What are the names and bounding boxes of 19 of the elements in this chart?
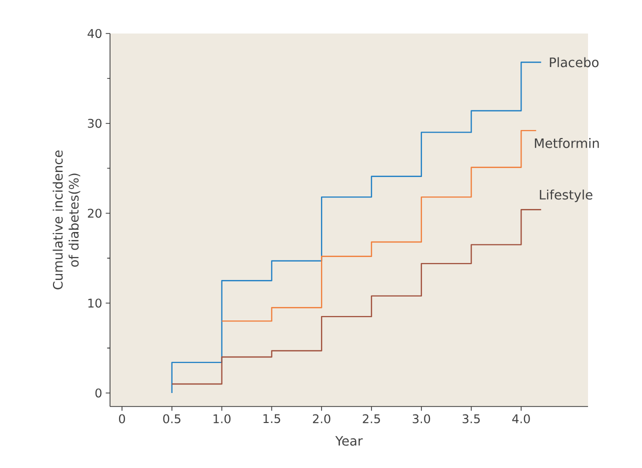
x-tick-label: 1.5 — [264, 414, 280, 424]
series-label: Metformin — [534, 138, 599, 148]
y-tick-label: 30 — [88, 118, 102, 128]
y-tick-label: 0 — [95, 388, 102, 398]
x-tick-label: 4.0 — [512, 414, 530, 424]
series-label: Placebo — [550, 57, 599, 68]
x-tick-label: 2.0 — [312, 414, 330, 424]
x-tick-label: 0.5 — [163, 414, 180, 424]
series-label: Lifestyle — [540, 190, 592, 202]
y-tick-label: 40 — [88, 28, 102, 38]
x-tick-label: 3.5 — [462, 414, 480, 424]
x-tick-label: 3.0 — [412, 414, 430, 424]
x-tick-label: 0 — [118, 414, 126, 424]
x-tick-label: 1.0 — [214, 414, 231, 424]
x-axis-title: Year — [335, 436, 363, 446]
y-tick-label: 10 — [88, 298, 102, 308]
y-axis-title: Cumulative incidence of diabetes(%) — [52, 150, 80, 290]
x-tick-label: 2.5 — [362, 414, 380, 424]
y-tick-label: 20 — [88, 208, 102, 218]
